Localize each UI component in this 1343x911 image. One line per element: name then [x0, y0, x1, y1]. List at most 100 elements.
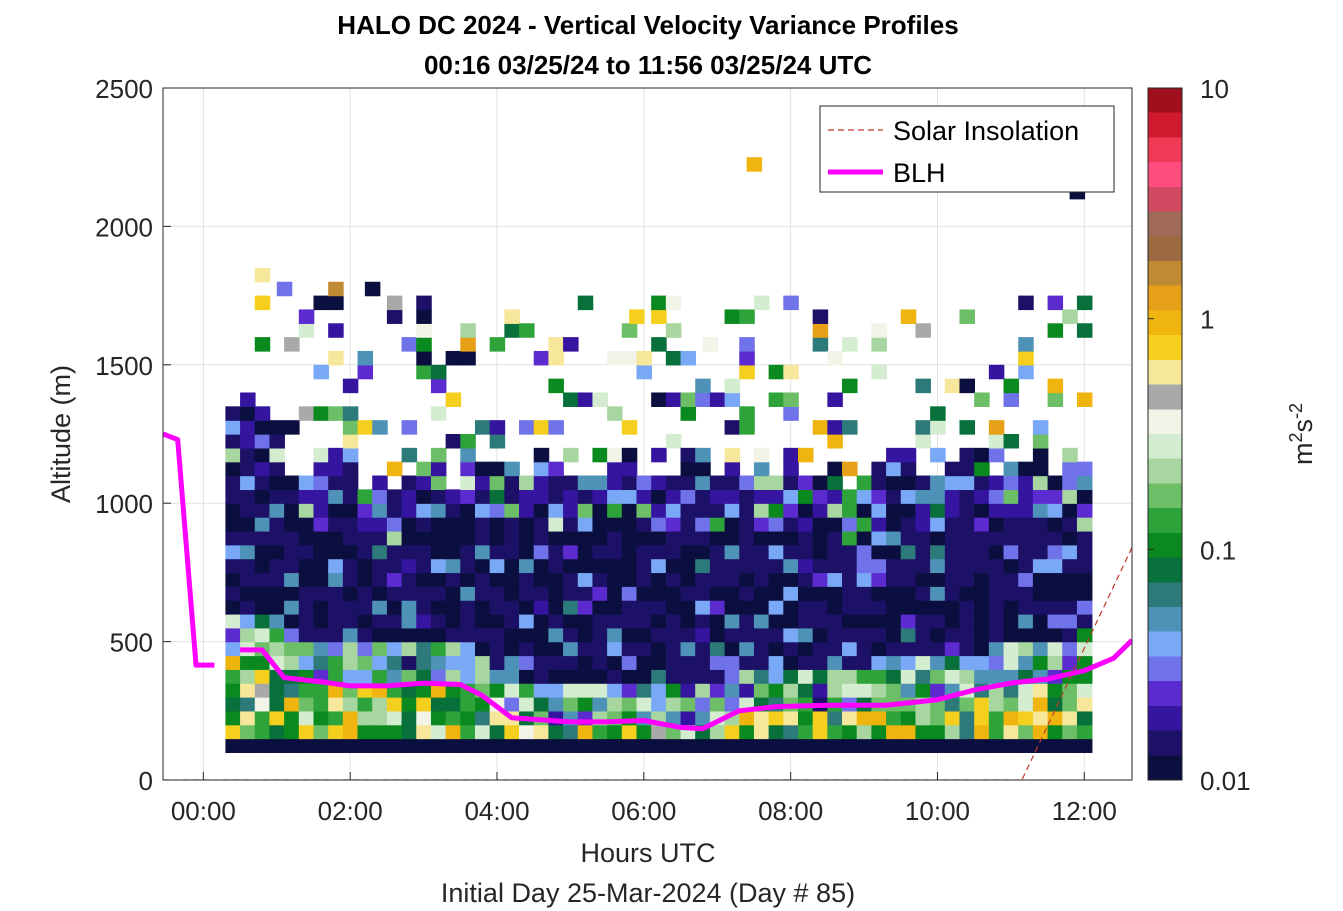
- heatmap-cell: [915, 558, 931, 574]
- heatmap-cell: [709, 641, 726, 657]
- heatmap-cell: [284, 613, 300, 629]
- heatmap-cell: [1018, 461, 1034, 477]
- heatmap-cell: [724, 392, 741, 407]
- heatmap-cell: [328, 655, 344, 670]
- heatmap-cell: [695, 613, 711, 629]
- heatmap-cell: [357, 600, 374, 615]
- heatmap-cell: [930, 641, 946, 657]
- heatmap-cell: [1047, 572, 1064, 587]
- heatmap-cell: [988, 669, 1005, 684]
- heatmap-cell: [856, 503, 873, 518]
- heatmap-cell: [827, 517, 843, 532]
- heatmap-cell: [665, 323, 682, 338]
- heatmap-cell: [915, 613, 931, 629]
- heatmap-cell: [680, 447, 697, 463]
- heatmap-cell: [519, 544, 535, 560]
- heatmap-cell: [548, 669, 564, 684]
- heatmap-cell: [959, 461, 975, 477]
- heatmap-cell: [489, 530, 506, 546]
- heatmap-cell: [739, 641, 755, 657]
- heatmap-cell: [607, 406, 623, 421]
- heatmap-cell: [988, 641, 1005, 657]
- heatmap-cell: [577, 669, 594, 684]
- heatmap-cell: [313, 517, 329, 532]
- heatmap-cell: [460, 669, 476, 684]
- heatmap-cell: [342, 461, 359, 477]
- heatmap-cell: [577, 696, 594, 712]
- heatmap-cell: [797, 530, 814, 546]
- heatmap-cell: [636, 475, 652, 491]
- heatmap-cell: [474, 530, 491, 546]
- heatmap-cell: [724, 461, 741, 477]
- heatmap-cell: [430, 364, 447, 380]
- heatmap-cell: [342, 696, 359, 712]
- heatmap-cell: [900, 309, 917, 324]
- heatmap-cell: [240, 406, 256, 421]
- heatmap-cell: [298, 724, 315, 740]
- heatmap-cell: [783, 683, 799, 698]
- heatmap-cell: [915, 475, 931, 491]
- heatmap-cell: [1062, 627, 1078, 643]
- heatmap-cell: [298, 613, 315, 629]
- heatmap-cell: [372, 517, 388, 532]
- heatmap-cell: [225, 544, 241, 560]
- heatmap-cell: [607, 461, 623, 477]
- heatmap-cell: [489, 489, 506, 504]
- heatmap-cell: [915, 503, 931, 518]
- heatmap-cell: [430, 696, 447, 712]
- heatmap-cell: [328, 447, 344, 463]
- heatmap-cell: [474, 503, 491, 518]
- heatmap-cell: [401, 627, 418, 643]
- heatmap-cell: [768, 655, 785, 670]
- heatmap-cell: [519, 669, 535, 684]
- heatmap-cell: [695, 461, 711, 477]
- heatmap-cell: [783, 710, 799, 726]
- heatmap-cell: [386, 696, 403, 712]
- heatmap-cell: [827, 434, 843, 449]
- heatmap-cell: [974, 392, 990, 407]
- heatmap-cell: [1047, 378, 1064, 394]
- heatmap-cell: [548, 544, 564, 560]
- heatmap-cell: [886, 558, 902, 574]
- heatmap-cell: [430, 683, 447, 698]
- heatmap-cell: [1076, 461, 1093, 477]
- heatmap-cell: [401, 613, 418, 629]
- heatmap-cell: [900, 558, 917, 574]
- heatmap-cell: [298, 641, 315, 657]
- colorbar-tick-label: 0.1: [1200, 535, 1236, 565]
- heatmap-cell: [739, 738, 755, 753]
- heatmap-cell: [519, 572, 535, 587]
- heatmap-cell: [548, 530, 564, 546]
- heatmap-cell: [974, 738, 990, 753]
- heatmap-cell: [651, 613, 667, 629]
- heatmap-cell: [665, 392, 682, 407]
- heatmap-cell: [284, 696, 300, 712]
- heatmap-cell: [856, 683, 873, 698]
- heatmap-cell: [225, 489, 241, 504]
- heatmap-cell: [1062, 558, 1078, 574]
- heatmap-cell: [680, 475, 697, 491]
- heatmap-cell: [680, 392, 697, 407]
- heatmap-cell: [240, 544, 256, 560]
- heatmap-cell: [724, 627, 741, 643]
- heatmap-cell: [533, 683, 550, 698]
- heatmap-cell: [269, 683, 285, 698]
- heatmap-cell: [709, 655, 726, 670]
- heatmap-cell: [695, 503, 711, 518]
- heatmap-cell: [636, 517, 652, 532]
- heatmap-cell: [460, 627, 476, 643]
- heatmap-cell: [430, 613, 447, 629]
- heatmap-cell: [276, 281, 293, 297]
- heatmap-cell: [489, 710, 506, 726]
- heatmap-cell: [827, 627, 843, 643]
- heatmap-cell: [827, 669, 843, 684]
- heatmap-cell: [474, 489, 491, 504]
- heatmap-cell: [533, 503, 550, 518]
- colorbar-ticks: 0.01 0.1 1 10: [1148, 74, 1251, 796]
- heatmap-cell: [269, 627, 285, 643]
- heatmap-cell: [944, 503, 961, 518]
- heatmap-cell: [519, 558, 535, 574]
- heatmap-cell: [386, 738, 403, 753]
- heatmap-cell: [577, 655, 594, 670]
- heatmap-cell: [886, 738, 902, 753]
